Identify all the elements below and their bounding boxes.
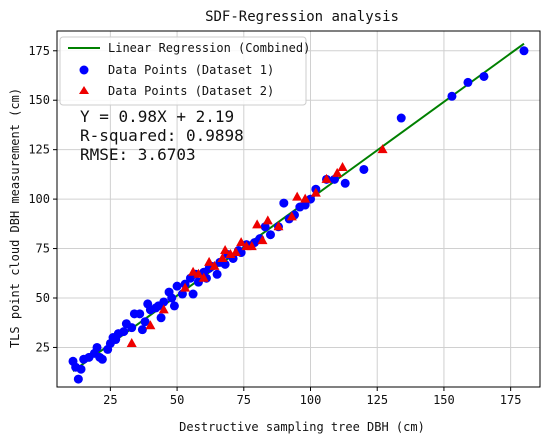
data-point-dataset-1	[140, 317, 150, 327]
y-tick-label: 50	[36, 291, 50, 305]
plot-frame	[56, 30, 541, 388]
chart-title: SDF-Regression analysis	[205, 9, 399, 25]
data-point-dataset-2	[262, 215, 273, 225]
data-point-dataset-1	[76, 364, 86, 374]
data-point-dataset-1	[396, 113, 406, 123]
x-tick-label: 150	[433, 393, 455, 407]
data-point-dataset-2	[310, 187, 321, 197]
x-tick-label: 50	[170, 393, 184, 407]
x-tick-label: 75	[237, 393, 251, 407]
data-point-dataset-2	[332, 167, 343, 177]
data-point-dataset-2	[337, 161, 348, 171]
data-point-dataset-2	[158, 304, 169, 314]
data-point-dataset-1	[260, 222, 270, 232]
data-point-dataset-2	[377, 144, 388, 154]
data-point-dataset-2	[204, 256, 215, 266]
stats-r-squared: R-squared: 0.9898	[80, 126, 244, 145]
data-point-dataset-2	[321, 173, 332, 183]
data-point-dataset-1	[135, 309, 145, 319]
data-point-dataset-2	[145, 320, 156, 330]
data-point-dataset-1	[340, 178, 350, 188]
data-point-dataset-1	[177, 289, 187, 299]
data-point-dataset-2	[286, 211, 297, 221]
data-point-dataset-1	[127, 323, 137, 333]
y-axis-label: TLS point cloud DBH measurement (cm)	[8, 88, 22, 348]
y-tick-label: 100	[28, 192, 50, 206]
data-point-dataset-1	[92, 342, 102, 352]
data-point-dataset-1	[359, 164, 369, 174]
data-point-dataset-1	[300, 200, 310, 210]
data-point-dataset-1	[447, 91, 457, 101]
data-point-dataset-2	[220, 245, 231, 255]
data-point-dataset-2	[230, 247, 241, 257]
legend-circle-swatch	[79, 65, 89, 75]
data-point-dataset-2	[126, 337, 137, 347]
data-point-dataset-1	[188, 289, 198, 299]
legend-label-regression: Linear Regression (Combined)	[108, 41, 310, 55]
data-point-dataset-1	[137, 325, 147, 335]
x-tick-label: 100	[300, 393, 322, 407]
data-point-dataset-2	[292, 191, 303, 201]
data-point-dataset-1	[119, 327, 129, 337]
data-point-dataset-2	[193, 268, 204, 278]
stats-equation: Y = 0.98X + 2.19	[80, 107, 234, 126]
y-tick-label: 150	[28, 93, 50, 107]
stats-annotation: Y = 0.98X + 2.19 R-squared: 0.9898 RMSE:…	[80, 107, 244, 164]
data-point-dataset-2	[198, 272, 209, 282]
data-point-dataset-1	[97, 354, 107, 364]
legend-box	[59, 36, 307, 106]
y-tick-label: 75	[36, 242, 50, 256]
x-tick-label: 125	[366, 393, 388, 407]
data-point-dataset-1	[156, 313, 166, 323]
y-tick-label: 125	[28, 143, 50, 157]
data-point-dataset-2	[209, 260, 220, 270]
data-point-dataset-2	[188, 266, 199, 276]
data-point-dataset-1	[463, 77, 473, 87]
data-point-dataset-1	[479, 71, 489, 81]
data-point-dataset-2	[252, 219, 263, 229]
x-tick-label: 25	[103, 393, 117, 407]
data-point-dataset-1	[279, 198, 289, 208]
data-point-dataset-1	[167, 293, 177, 303]
data-point-dataset-1	[172, 281, 182, 291]
data-point-dataset-2	[300, 193, 311, 203]
data-point-dataset-1	[265, 230, 275, 240]
x-axis-label: Destructive sampling tree DBH (cm)	[179, 420, 425, 434]
data-point-dataset-2	[236, 237, 247, 247]
data-point-dataset-2	[257, 235, 268, 245]
data-point-dataset-2	[273, 221, 284, 231]
data-point-dataset-2	[217, 252, 228, 262]
data-point-dataset-2	[180, 282, 191, 292]
x-tick-label: 175	[500, 393, 522, 407]
y-tick-label: 25	[36, 340, 50, 354]
ticks-layer: 25 50 75 100 125 150 175 25 50 75 100 125 150 175	[28, 44, 521, 407]
legend-label-dataset-1: Data Points (Dataset 1)	[108, 63, 274, 77]
data-point-dataset-1	[159, 297, 169, 307]
data-point-dataset-1	[73, 374, 83, 384]
data-point-dataset-1	[519, 46, 529, 56]
stats-rmse: RMSE: 3.6703	[80, 145, 196, 164]
data-point-dataset-1	[169, 301, 179, 311]
y-tick-label: 175	[28, 44, 50, 58]
data-point-dataset-2	[246, 241, 257, 251]
data-point-dataset-1	[220, 259, 230, 269]
legend-label-dataset-2: Data Points (Dataset 2)	[108, 84, 274, 98]
data-point-dataset-1	[212, 269, 222, 279]
data-point-dataset-1	[330, 174, 340, 184]
points-layer	[68, 46, 529, 384]
legend-triangle-swatch	[79, 86, 89, 94]
legend: Linear Regression (Combined) Data Points…	[59, 36, 310, 106]
